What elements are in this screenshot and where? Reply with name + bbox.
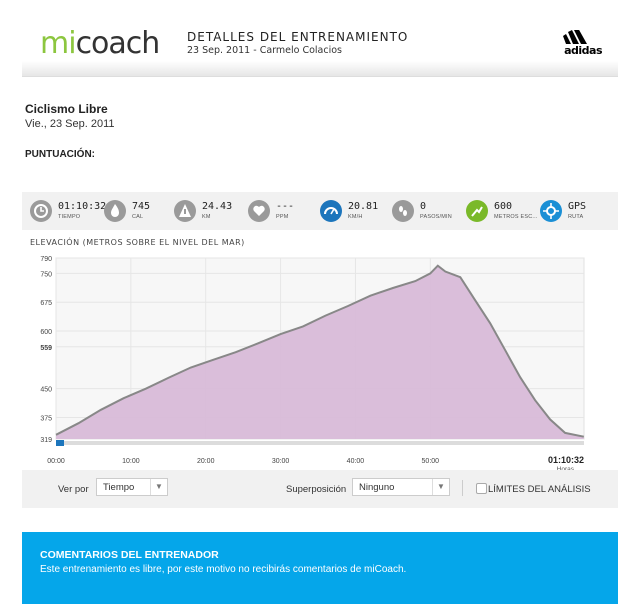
gps-icon [540,200,562,222]
y-tick-label: 600 [40,329,52,336]
analysis-limits-checkbox[interactable] [476,483,487,494]
x-tick-label: 00:00 [47,458,65,465]
stats-bar: 01:10:32 TIEMPO 745 CAL 24.43 KM --- PPM… [22,192,618,228]
x-tick-label: 50:00 [422,458,440,465]
climb-icon [466,200,488,222]
stat-value: 745 [132,201,151,212]
stat-label: PASOS/MIN [420,214,452,220]
distance-icon [174,200,196,222]
y-tick-label: 450 [40,387,52,394]
flame-icon [104,200,126,222]
stat-value: 600 [494,201,513,212]
stat-label: METROS ESC... [494,214,538,220]
elevation-chart-svg: 790 750 675 600 559 450 375 319 00:00 10:00 20:00 3… [40,256,585,470]
x-tick-label: 40:00 [347,458,365,465]
workout-panel: 01:10:32 TIEMPO 745 CAL 24.43 KM --- PPM… [22,192,618,508]
y-tick-label: 750 [40,271,52,278]
stat-value: 24.43 [202,201,233,212]
x-tick-label: 30:00 [272,458,290,465]
elevation-chart[interactable]: ELEVACIÓN (METROS SOBRE EL NIVEL DEL MAR… [22,230,618,470]
timeline-handle [56,440,64,446]
divider [462,480,463,496]
stat-value: 20.81 [348,201,379,212]
y-tick-label: 559 [40,345,52,352]
y-tick-label: 790 [40,256,52,263]
clock-icon [30,200,52,222]
heart-icon [248,200,270,222]
overlay-select[interactable]: Ninguno ▼ [352,478,450,496]
y-tick-label: 319 [40,437,52,444]
stat-value: 01:10:32 [58,201,107,212]
page-subtitle: 23 Sep. 2011 - Carmelo Colacios [187,45,342,56]
x-tick-label: 10:00 [122,458,140,465]
chart-controls: Ver por Tiempo ▼ Superposición Ninguno ▼… [22,470,618,508]
timeline-track [56,441,584,445]
stat-label: KM [202,214,211,220]
overlay-label: Superposición [286,484,347,495]
coach-comments-title: COMENTARIOS DEL ENTRENADOR [40,549,219,561]
micoach-logo[interactable]: micoach [40,26,160,61]
page-title: DETALLES DEL ENTRENAMIENTO [187,30,409,44]
adidas-logo-icon [563,30,587,44]
y-tick-label: 675 [40,300,52,307]
stat-label: PPM [276,214,289,220]
chart-title: ELEVACIÓN (METROS SOBRE EL NIVEL DEL MAR… [30,238,245,247]
coach-comments-text: Este entrenamiento es libre, por este mo… [40,564,407,575]
overlay-value: Ninguno [359,482,395,493]
stat-value: GPS [568,201,587,212]
end-time-unit: Horas [557,466,575,470]
stat-value: --- [276,201,295,212]
workout-title: Ciclismo Libre [25,102,108,116]
chevron-down-icon: ▼ [432,479,449,495]
elevation-line [55,264,584,438]
header: micoach DETALLES DEL ENTRENAMIENTO 23 Se… [22,0,618,77]
x-tick-label: 20:00 [197,458,215,465]
view-by-value: Tiempo [103,482,135,493]
footsteps-icon [392,200,414,222]
stat-value: 0 [420,201,427,212]
view-by-select[interactable]: Tiempo ▼ [96,478,168,496]
coach-comments: COMENTARIOS DEL ENTRENADOR Este entrenam… [22,532,618,604]
speedometer-icon [320,200,342,222]
stat-label: TIEMPO [58,214,81,220]
elevation-area [56,265,584,439]
stat-label: KM/H [348,214,363,220]
adidas-wordmark: adidas [564,44,602,57]
end-time-label: 01:10:32 [548,455,584,465]
analysis-limits-label: LÍMITES DEL ANÁLISIS [488,484,591,495]
y-tick-label: 375 [40,415,52,422]
workout-date: Vie., 23 Sep. 2011 [25,118,115,130]
chevron-down-icon: ▼ [150,479,167,495]
score-label: PUNTUACIÓN: [25,149,95,160]
stat-label: RUTA [568,214,584,220]
stat-label: CAL [132,214,144,220]
view-by-label: Ver por [58,484,89,495]
